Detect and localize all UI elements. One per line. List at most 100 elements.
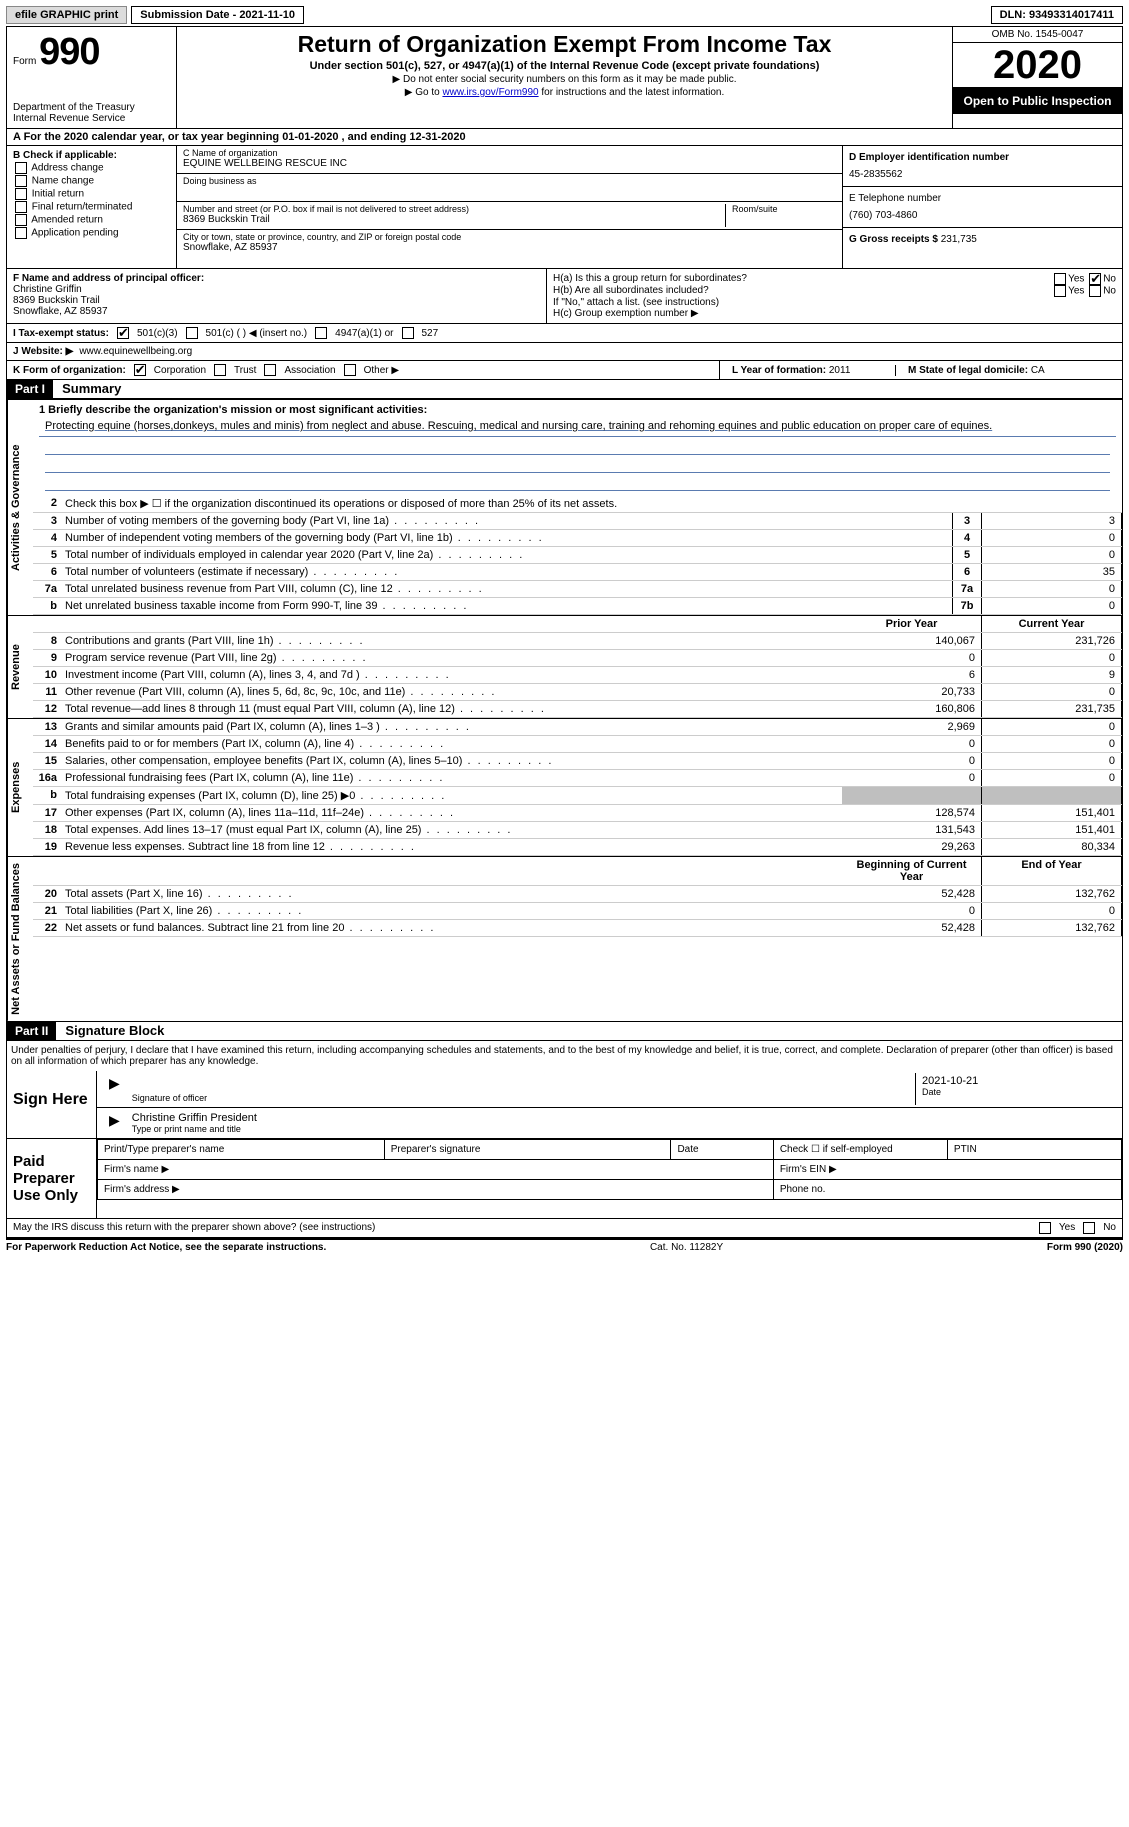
efile-print-button[interactable]: efile GRAPHIC print [6,6,127,24]
chk-assoc[interactable] [264,364,276,376]
box-b: B Check if applicable: Address change Na… [7,146,177,268]
paid-preparer-label: Paid Preparer Use Only [7,1139,97,1218]
ha-no[interactable] [1089,273,1101,285]
hdr-prior-year: Prior Year [842,616,982,632]
officer-printed-name: Christine Griffin President [132,1112,1110,1124]
public-inspection: Open to Public Inspection [953,88,1122,114]
taxexempt-label: I Tax-exempt status: [13,328,109,339]
box-c: C Name of organization EQUINE WELLBEING … [177,146,842,268]
chk-app-pending[interactable]: Application pending [13,227,170,239]
table-row: 19 Revenue less expenses. Subtract line … [33,839,1122,856]
box-deg: D Employer identification number 45-2835… [842,146,1122,268]
preparer-table: Print/Type preparer's name Preparer's si… [97,1139,1122,1200]
irs-link[interactable]: www.irs.gov/Form990 [442,87,538,98]
form-number: 990 [39,31,99,73]
chk-corp[interactable] [134,364,146,376]
org-name-label: C Name of organization [183,148,836,158]
chk-501c[interactable] [186,327,198,339]
vtab-governance: Activities & Governance [7,400,33,615]
table-row: 15 Salaries, other compensation, employe… [33,753,1122,770]
chk-address-change[interactable]: Address change [13,162,170,174]
sig-date: 2021-10-21 [922,1075,1110,1087]
hdr-begin-year: Beginning of Current Year [842,857,982,885]
mission-label: 1 Briefly describe the organization's mi… [39,404,1116,416]
row-i: I Tax-exempt status: 501(c)(3) 501(c) ( … [7,324,1122,343]
officer-addr2: Snowflake, AZ 85937 [13,306,540,317]
yearform-value: 2011 [829,365,851,376]
signature-declaration: Under penalties of perjury, I declare th… [7,1041,1122,1071]
discuss-yes[interactable] [1039,1222,1051,1234]
page-footer: For Paperwork Reduction Act Notice, see … [6,1239,1123,1255]
sig-date-label: Date [922,1087,1110,1097]
gross-receipts-value: 231,735 [941,234,977,245]
officer-sig-label: Signature of officer [132,1093,909,1103]
blank-line [45,473,1110,491]
firm-ein-label: Firm's EIN ▶ [773,1159,1121,1179]
header-left: Form 990 Department of the Treasury Inte… [7,27,177,128]
form-990-container: Form 990 Department of the Treasury Inte… [6,26,1123,1239]
table-row: 5 Total number of individuals employed i… [33,547,1122,564]
section-expenses: Expenses 13 Grants and similar amounts p… [7,718,1122,856]
city-label: City or town, state or province, country… [183,232,836,242]
table-row: b Net unrelated business taxable income … [33,598,1122,615]
form-header: Form 990 Department of the Treasury Inte… [7,27,1122,129]
table-row: 13 Grants and similar amounts paid (Part… [33,719,1122,736]
chk-trust[interactable] [214,364,226,376]
hb-no[interactable] [1089,285,1101,297]
firm-name-label: Firm's name ▶ [98,1159,774,1179]
dln-label: DLN: 93493314017411 [991,6,1123,24]
row-kl: K Form of organization: Corporation Trus… [7,361,1122,380]
table-row: 10 Investment income (Part VIII, column … [33,667,1122,684]
org-name: EQUINE WELLBEING RESCUE INC [183,158,836,169]
addr-label: Number and street (or P.O. box if mail i… [183,204,719,214]
hdr-end-year: End of Year [982,857,1122,885]
hdr-current-year: Current Year [982,616,1122,632]
chk-other[interactable] [344,364,356,376]
table-row: 14 Benefits paid to or for members (Part… [33,736,1122,753]
table-row: 4 Number of independent voting members o… [33,530,1122,547]
vtab-expenses: Expenses [7,719,33,856]
hb-yes[interactable] [1054,285,1066,297]
domicile-label: M State of legal domicile: [908,365,1028,376]
paperwork-notice: For Paperwork Reduction Act Notice, see … [6,1242,326,1253]
mission-text: Protecting equine (horses,donkeys, mules… [39,416,1116,437]
chk-initial-return[interactable]: Initial return [13,188,170,200]
table-row: 12 Total revenue—add lines 8 through 11 … [33,701,1122,718]
box-b-title: B Check if applicable: [13,150,170,161]
table-row: 6 Total number of volunteers (estimate i… [33,564,1122,581]
chk-name-change[interactable]: Name change [13,175,170,187]
section-revenue: Revenue Prior YearCurrent Year 8 Contrib… [7,615,1122,718]
chk-final-return[interactable]: Final return/terminated [13,201,170,213]
table-row: b Total fundraising expenses (Part IX, c… [33,787,1122,805]
gross-receipts-label: G Gross receipts $ [849,234,938,245]
type-name-label: Type or print name and title [132,1124,1110,1134]
chk-527[interactable] [402,327,414,339]
section-governance: Activities & Governance 1 Briefly descri… [7,399,1122,615]
part1-badge: Part I [7,380,53,398]
table-row: 22 Net assets or fund balances. Subtract… [33,920,1122,937]
table-row: 7a Total unrelated business revenue from… [33,581,1122,598]
firm-phone-label: Phone no. [773,1179,1121,1199]
goto-note: ▶ Go to www.irs.gov/Form990 for instruct… [183,87,946,98]
blank-line [45,455,1110,473]
discuss-no[interactable] [1083,1222,1095,1234]
form-label: Form [13,56,36,67]
box-f: F Name and address of principal officer:… [7,269,547,323]
chk-amended[interactable]: Amended return [13,214,170,226]
ein-label: D Employer identification number [849,152,1116,163]
header-mid: Return of Organization Exempt From Incom… [177,27,952,128]
blank-line [45,437,1110,455]
part2-header: Part II Signature Block [7,1021,1122,1041]
domicile-value: CA [1031,365,1045,376]
ha-yes[interactable] [1054,273,1066,285]
chk-4947[interactable] [315,327,327,339]
officer-label: F Name and address of principal officer: [13,273,540,284]
website-value: www.equinewellbeing.org [79,346,192,357]
discuss-label: May the IRS discuss this return with the… [13,1222,1031,1233]
chk-501c3[interactable] [117,327,129,339]
part2-title: Signature Block [65,1023,164,1038]
sign-here-row: Sign Here ▶ Signature of officer 2021-10… [7,1071,1122,1139]
ha-label: H(a) Is this a group return for subordin… [553,273,747,285]
hb-label: H(b) Are all subordinates included? [553,285,709,297]
form-version: Form 990 (2020) [1047,1242,1123,1253]
